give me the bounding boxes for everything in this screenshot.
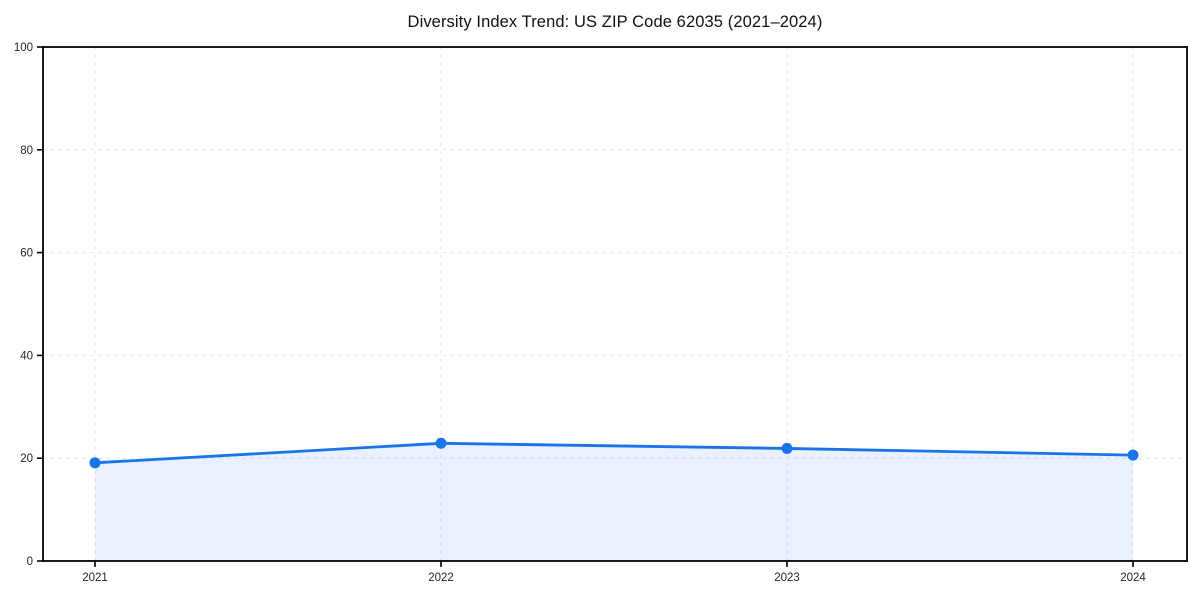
chart-title: Diversity Index Trend: US ZIP Code 62035… — [407, 13, 823, 31]
data-point — [435, 437, 447, 449]
trend-line — [93, 441, 1135, 465]
y-tick-label: 60 — [20, 248, 33, 260]
data-point — [781, 442, 793, 454]
x-tick-label: 2022 — [428, 572, 454, 584]
x-tick-label: 2021 — [82, 572, 108, 584]
y-tick-label: 20 — [20, 453, 33, 465]
y-tick-label: 40 — [20, 350, 33, 362]
y-tick-label: 100 — [14, 42, 33, 54]
area-fill — [95, 443, 1133, 561]
data-point — [89, 457, 101, 469]
y-tick-label: 0 — [27, 556, 33, 568]
axes-spines — [42, 46, 1188, 562]
data-point — [1127, 449, 1139, 461]
x-tick-label: 2024 — [1120, 572, 1146, 584]
x-tick-label: 2023 — [774, 572, 800, 584]
y-tick-label: 80 — [20, 145, 33, 157]
